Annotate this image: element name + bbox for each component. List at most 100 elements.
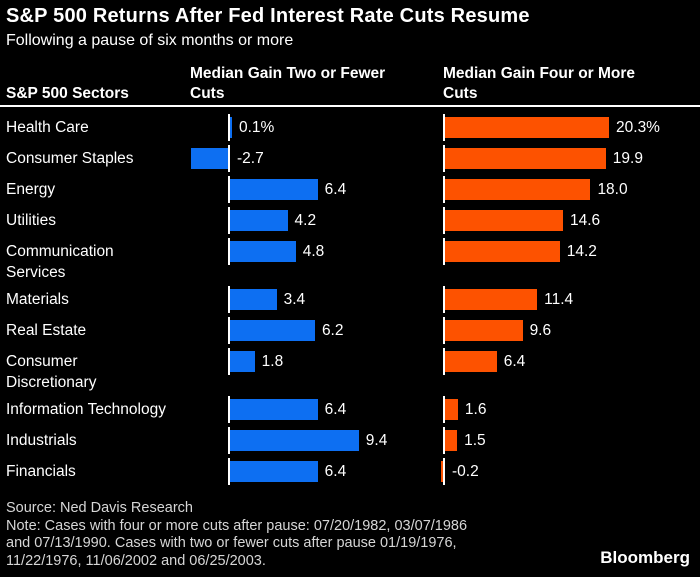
table-row: Consumer Staples -2.7 19.9 (0, 143, 700, 174)
table-row: Health Care 0.1% 20.3% (0, 112, 700, 143)
column-header-sectors: S&P 500 Sectors (6, 85, 129, 102)
bar-value-label: 4.2 (294, 212, 317, 229)
bar-cell: 9.6 (443, 315, 700, 346)
axis-tick (443, 317, 445, 344)
bar-value-label: 6.4 (324, 463, 347, 480)
sector-label: Materials (6, 291, 69, 308)
bar-cell: 18.0 (443, 174, 700, 205)
bloomberg-logo: Bloomberg (600, 548, 690, 567)
bar-cell: 1.8 (188, 346, 443, 394)
sector-label: Consumer Staples (6, 150, 134, 167)
bar-four-or-more-cuts (445, 289, 538, 310)
bar-value-label: 3.4 (283, 291, 306, 308)
bar-two-or-fewer-cuts (230, 351, 255, 372)
table-row: Communication Services 4.8 14.2 (0, 236, 700, 284)
bar-value-label: 9.4 (365, 432, 388, 449)
bar-two-or-fewer-cuts (230, 179, 318, 200)
bar-value-label: 1.5 (464, 432, 486, 449)
axis-tick (228, 207, 230, 234)
note-text: Note: Cases with four or more cuts after… (6, 517, 468, 569)
bar-value-label: 6.4 (324, 401, 347, 418)
sector-label: Financials (6, 463, 76, 480)
chart-footer: Source: Ned Davis Research Note: Cases w… (6, 500, 467, 570)
bar-value-label: 0.1% (239, 119, 275, 136)
bar-cell: 0.1% (188, 112, 443, 143)
axis-tick (443, 145, 445, 172)
bar-cell: 19.9 (443, 143, 700, 174)
bar-four-or-more-cuts (445, 320, 523, 341)
bar-value-label: 20.3% (616, 119, 660, 136)
bar-cell: 11.4 (443, 284, 700, 315)
bar-cell: 4.2 (188, 205, 443, 236)
bar-cell: 1.5 (443, 425, 700, 456)
bar-cell: 20.3% (443, 112, 700, 143)
bar-two-or-fewer-cuts (230, 289, 277, 310)
bar-two-or-fewer-cuts (230, 399, 318, 420)
axis-tick (443, 458, 445, 485)
bar-value-label: 6.4 (324, 181, 347, 198)
table-row: Energy 6.4 18.0 (0, 174, 700, 205)
table-row: Industrials 9.4 1.5 (0, 425, 700, 456)
bar-cell: 3.4 (188, 284, 443, 315)
axis-tick (443, 427, 445, 454)
chart-rows: Health Care 0.1% 20.3% Consumer Staples -2.7… (0, 112, 700, 487)
bar-value-label: 6.2 (321, 322, 344, 339)
bar-four-or-more-cuts (441, 461, 443, 482)
bar-four-or-more-cuts (445, 430, 458, 451)
source-text: Source: Ned Davis Research (6, 500, 193, 516)
axis-tick (228, 286, 230, 313)
bar-four-or-more-cuts (445, 210, 563, 231)
chart-title: S&P 500 Returns After Fed Interest Rate … (6, 5, 530, 27)
bar-four-or-more-cuts (445, 241, 560, 262)
bar-value-label: 14.6 (569, 212, 601, 229)
bar-cell: 6.4 (188, 456, 443, 487)
bar-value-label: -2.7 (237, 150, 264, 167)
sector-label: Industrials (6, 432, 77, 449)
sector-label: Real Estate (6, 322, 87, 339)
axis-tick (228, 348, 230, 375)
axis-tick (443, 348, 445, 375)
axis-tick (443, 176, 445, 203)
column-header-four-or-more-cuts: Median Gain Four or More Cuts (443, 65, 636, 102)
axis-tick (228, 317, 230, 344)
bar-value-label: 19.9 (612, 150, 643, 167)
bar-cell: 6.4 (443, 346, 700, 394)
sector-label: Health Care (6, 119, 89, 136)
bar-value-label: -0.2 (452, 463, 479, 480)
axis-tick (228, 145, 230, 172)
sector-label: Information Technology (6, 401, 166, 418)
header-divider (0, 105, 700, 107)
sector-label: Communication Services (6, 243, 114, 281)
bar-cell: 4.8 (188, 236, 443, 284)
column-headers: S&P 500 Sectors Median Gain Two or Fewer… (0, 58, 700, 104)
sector-label: Energy (6, 181, 56, 198)
axis-tick (228, 458, 230, 485)
bar-two-or-fewer-cuts (230, 461, 318, 482)
axis-tick (443, 114, 445, 141)
table-row: Financials 6.4 -0.2 (0, 456, 700, 487)
bar-cell: -0.2 (441, 456, 700, 487)
bar-value-label: 1.6 (464, 401, 487, 418)
axis-tick (443, 396, 445, 423)
column-header-two-or-fewer-cuts: Median Gain Two or Fewer Cuts (190, 65, 386, 102)
bar-cell: 14.6 (443, 205, 700, 236)
table-row: Consumer Discretionary 1.8 6.4 (0, 346, 700, 394)
bar-value-label: 4.8 (302, 243, 325, 260)
axis-tick (228, 238, 230, 265)
bar-value-label: 11.4 (544, 291, 574, 308)
axis-tick (228, 396, 230, 423)
bar-value-label: 9.6 (529, 322, 552, 339)
table-row: Materials 3.4 11.4 (0, 284, 700, 315)
bar-value-label: 14.2 (566, 243, 597, 260)
axis-tick (228, 114, 230, 141)
table-row: Utilities 4.2 14.6 (0, 205, 700, 236)
bar-cell: 14.2 (443, 236, 700, 284)
bar-value-label: 1.8 (261, 353, 284, 370)
bar-four-or-more-cuts (445, 148, 606, 169)
bar-cell: 1.6 (443, 394, 700, 425)
bar-four-or-more-cuts (445, 351, 497, 372)
bar-cell: 6.2 (188, 315, 443, 346)
sector-label: Consumer Discretionary (6, 353, 97, 391)
bar-four-or-more-cuts (445, 399, 458, 420)
